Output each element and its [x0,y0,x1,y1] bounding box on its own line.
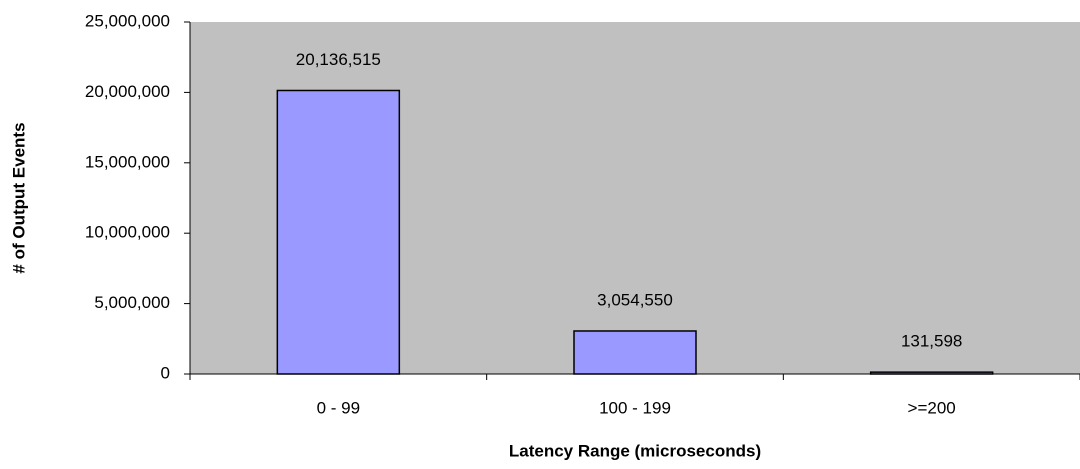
y-tick-label: 10,000,000 [85,223,170,242]
bar [869,371,994,375]
x-axis-title: Latency Range (microseconds) [509,441,761,460]
y-tick-label: 25,000,000 [85,11,170,30]
bar [573,330,697,375]
x-tick-label: 0 - 99 [317,398,360,417]
y-tick-label: 15,000,000 [85,152,170,171]
bar [276,89,401,375]
x-tick-label: >=200 [908,398,956,417]
data-label: 20,136,515 [296,50,381,69]
y-tick-label: 20,000,000 [85,82,170,101]
x-tick-label: 100 - 199 [599,398,671,417]
y-tick-label: 5,000,000 [94,293,170,312]
y-tick-label: 0 [161,363,170,382]
y-axis-title: # of Output Events [9,122,28,273]
data-label: 3,054,550 [597,290,673,309]
data-label: 131,598 [901,332,962,351]
